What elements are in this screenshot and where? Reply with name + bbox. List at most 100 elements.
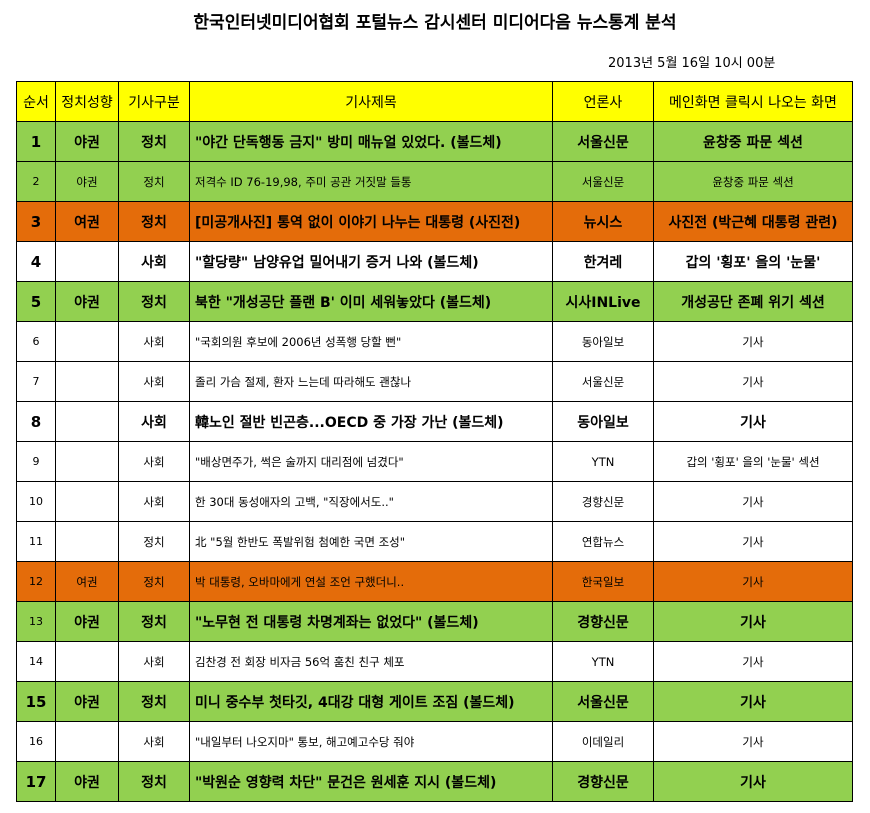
political-lean (55, 241, 119, 282)
news-outlet: 서울신문 (552, 681, 654, 722)
news-outlet: 이데일리 (552, 721, 654, 762)
political-lean: 여권 (55, 561, 119, 602)
article-title: "국회의원 후보에 2006년 성폭행 당할 뻔" (189, 321, 553, 362)
row-number: 11 (16, 521, 56, 562)
article-title: 박 대통령, 오바마에게 연설 조언 구했더니.. (189, 561, 553, 602)
click-screen: 기사 (653, 561, 853, 602)
table-row: 12 여권 정치 박 대통령, 오바마에게 연설 조언 구했더니.. 한국일보 기사 (16, 561, 853, 602)
article-category: 정치 (118, 161, 190, 202)
click-screen: 기사 (653, 761, 853, 802)
political-lean (55, 401, 119, 442)
table-row: 13 야권 정치 "노무현 전 대통령 차명계좌는 없었다" (볼드체) 경향신문 기사 (16, 601, 853, 642)
news-outlet: 서울신문 (552, 361, 654, 402)
row-number: 8 (16, 401, 56, 442)
article-category: 사회 (118, 441, 190, 482)
click-screen: 갑의 '횡포' 을의 '눈물' (653, 241, 853, 282)
table-row: 9 사회 "배상면주가, 썩은 술까지 대리점에 넘겼다" YTN 갑의 '횡포' 을의… (16, 441, 853, 482)
click-screen: 갑의 '횡포' 을의 '눈물' 섹션 (653, 441, 853, 482)
article-title: 北 "5월 한반도 폭발위험 첨예한 국면 조성" (189, 521, 553, 562)
table-row: 14 사회 김찬경 전 회장 비자금 56억 훔친 친구 체포 YTN 기사 (16, 641, 853, 682)
row-number: 9 (16, 441, 56, 482)
page-title: 한국인터넷미디어협회 포털뉴스 감시센터 미디어다음 뉴스통계 분석 (193, 13, 677, 33)
table-row: 2 야권 정치 저격수 ID 76-19,98, 주미 공관 거짓말 들통 서울신문 윤창… (16, 161, 853, 202)
news-outlet: 경향신문 (552, 761, 654, 802)
table-row: 5 야권 정치 북한 "개성공단 플랜 B' 이미 세워놓았다 (볼드체) 시사INLi… (16, 281, 853, 322)
article-category: 사회 (118, 641, 190, 682)
header-cell: 기사구분 (118, 81, 190, 122)
article-title: 북한 "개성공단 플랜 B' 이미 세워놓았다 (볼드체) (189, 281, 553, 322)
table-row: 17 야권 정치 "박원순 영향력 차단" 문건은 원세훈 지시 (볼드체) 경향신문 기… (16, 761, 853, 802)
row-number: 5 (16, 281, 56, 322)
article-category: 정치 (118, 521, 190, 562)
news-outlet: 동아일보 (552, 321, 654, 362)
article-category: 정치 (118, 681, 190, 722)
article-category: 정치 (118, 761, 190, 802)
row-number: 10 (16, 481, 56, 522)
article-category: 정치 (118, 121, 190, 162)
article-title: "내일부터 나오지마" 통보, 해고예고수당 줘야 (189, 721, 553, 762)
article-category: 사회 (118, 241, 190, 282)
political-lean (55, 481, 119, 522)
political-lean (55, 521, 119, 562)
article-title: "노무현 전 대통령 차명계좌는 없었다" (볼드체) (189, 601, 553, 642)
header-cell: 메인화면 클릭시 나오는 화면 (653, 81, 853, 122)
table-row: 3 여권 정치 [미공개사진] 통역 없이 이야기 나누는 대통령 (사진전) 뉴시스 사… (16, 201, 853, 242)
political-lean: 야권 (55, 121, 119, 162)
article-category: 사회 (118, 721, 190, 762)
row-number: 12 (16, 561, 56, 602)
political-lean: 야권 (55, 681, 119, 722)
political-lean: 야권 (55, 281, 119, 322)
news-outlet: 뉴시스 (552, 201, 654, 242)
news-outlet: 서울신문 (552, 121, 654, 162)
header-row: 순서 정치성향 기사구분 기사제목 언론사 메인화면 클릭시 나오는 화면 (16, 81, 853, 122)
article-title: 졸리 가슴 절제, 환자 느는데 따라해도 괜찮나 (189, 361, 553, 402)
news-outlet: 동아일보 (552, 401, 654, 442)
row-number: 17 (16, 761, 56, 802)
article-title: 저격수 ID 76-19,98, 주미 공관 거짓말 들통 (189, 161, 553, 202)
article-title: "야간 단독행동 금지" 방미 매뉴얼 있었다. (볼드체) (189, 121, 553, 162)
political-lean (55, 441, 119, 482)
article-title: 韓노인 절반 빈곤층...OECD 중 가장 가난 (볼드체) (189, 401, 553, 442)
political-lean (55, 321, 119, 362)
table-row: 10 사회 한 30대 동성애자의 고백, "직장에서도.." 경향신문 기사 (16, 481, 853, 522)
click-screen: 개성공단 존폐 위기 섹션 (653, 281, 853, 322)
political-lean: 야권 (55, 601, 119, 642)
header-cell: 순서 (16, 81, 56, 122)
news-outlet: 한겨레 (552, 241, 654, 282)
political-lean (55, 721, 119, 762)
article-category: 사회 (118, 401, 190, 442)
click-screen: 사진전 (박근혜 대통령 관련) (653, 201, 853, 242)
article-category: 정치 (118, 561, 190, 602)
article-title: "배상면주가, 썩은 술까지 대리점에 넘겼다" (189, 441, 553, 482)
political-lean (55, 361, 119, 402)
news-outlet: YTN (552, 641, 654, 682)
article-title: 김찬경 전 회장 비자금 56억 훔친 친구 체포 (189, 641, 553, 682)
news-outlet: 경향신문 (552, 601, 654, 642)
article-category: 사회 (118, 321, 190, 362)
news-outlet: 서울신문 (552, 161, 654, 202)
political-lean: 야권 (55, 761, 119, 802)
table-row: 6 사회 "국회의원 후보에 2006년 성폭행 당할 뻔" 동아일보 기사 (16, 321, 853, 362)
row-number: 13 (16, 601, 56, 642)
article-category: 정치 (118, 201, 190, 242)
news-outlet: 한국일보 (552, 561, 654, 602)
click-screen: 기사 (653, 641, 853, 682)
header-cell: 언론사 (552, 81, 654, 122)
article-category: 사회 (118, 481, 190, 522)
timestamp: 2013년 5월 16일 10시 00분 (608, 56, 776, 71)
header-cell: 정치성향 (55, 81, 119, 122)
table-row: 15 야권 정치 미니 중수부 첫타깃, 4대강 대형 게이트 조짐 (볼드체) 서울신… (16, 681, 853, 722)
news-outlet: 시사INLive (552, 281, 654, 322)
row-number: 6 (16, 321, 56, 362)
click-screen: 기사 (653, 681, 853, 722)
click-screen: 기사 (653, 361, 853, 402)
article-title: "할당량" 남양유업 밀어내기 증거 나와 (볼드체) (189, 241, 553, 282)
row-number: 14 (16, 641, 56, 682)
article-title: 한 30대 동성애자의 고백, "직장에서도.." (189, 481, 553, 522)
table-row: 1 야권 정치 "야간 단독행동 금지" 방미 매뉴얼 있었다. (볼드체) 서울신문 윤… (16, 121, 853, 162)
row-number: 16 (16, 721, 56, 762)
row-number: 4 (16, 241, 56, 282)
political-lean (55, 641, 119, 682)
news-outlet: 연합뉴스 (552, 521, 654, 562)
